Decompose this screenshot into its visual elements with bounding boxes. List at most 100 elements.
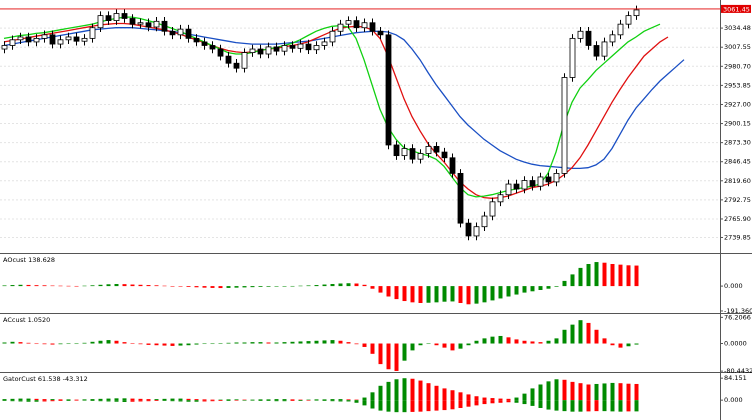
histogram-bar xyxy=(58,285,63,287)
histogram-bar xyxy=(610,264,615,287)
candle-body xyxy=(57,39,64,45)
gator-bar xyxy=(618,383,623,401)
histogram-bar xyxy=(170,343,175,346)
candle-body xyxy=(89,27,96,39)
histogram-bar xyxy=(474,340,479,344)
candle-body xyxy=(145,22,152,28)
histogram-bar xyxy=(562,280,567,287)
histogram-bar xyxy=(626,265,631,287)
gator-bar xyxy=(26,398,31,401)
gator-bar xyxy=(434,400,439,411)
histogram-bar xyxy=(82,342,87,344)
candle-body xyxy=(33,37,40,43)
candle-body xyxy=(361,22,368,29)
candle-body xyxy=(505,183,512,196)
histogram-bar xyxy=(282,286,287,287)
gator-bar xyxy=(602,383,607,401)
candle-body xyxy=(345,20,352,25)
candle-body xyxy=(561,77,568,174)
histogram-bar xyxy=(50,343,55,345)
gator-bar xyxy=(146,399,151,401)
candle-body xyxy=(609,34,616,43)
histogram-bar xyxy=(498,335,503,344)
y-tick-label: 2819.60 xyxy=(724,177,751,185)
y-tick-label: 2765.90 xyxy=(724,215,751,223)
gator-bar xyxy=(210,400,215,402)
histogram-bar xyxy=(242,342,247,344)
histogram-bar xyxy=(546,286,551,289)
candle-body xyxy=(577,30,584,39)
histogram-bar xyxy=(74,285,79,287)
gator-bar xyxy=(410,378,415,401)
gator-bar xyxy=(498,398,503,401)
candle-body xyxy=(601,41,608,57)
histogram-bar xyxy=(194,343,199,345)
gator-bar xyxy=(578,383,583,401)
histogram-bar xyxy=(322,340,327,344)
histogram-bar xyxy=(130,343,135,344)
gator-bar xyxy=(338,399,343,401)
candle-body xyxy=(161,20,168,32)
gator-bar xyxy=(2,400,7,401)
histogram-bar xyxy=(466,343,471,346)
candle-body xyxy=(9,39,16,46)
candle-body xyxy=(73,36,80,42)
histogram-bar xyxy=(298,341,303,344)
gator-bar xyxy=(586,384,591,401)
gator-bar xyxy=(506,398,511,401)
candle-body xyxy=(633,9,640,17)
gator-bar xyxy=(434,385,439,401)
candle-body xyxy=(497,194,504,203)
pane-title: GatorCust 61.538 -43.312 xyxy=(3,375,88,383)
histogram-bar xyxy=(362,343,367,347)
gator-bar xyxy=(538,400,543,408)
gator-bar xyxy=(194,400,199,402)
gator-bar xyxy=(74,400,79,401)
gator-bar xyxy=(10,400,15,402)
candle-body xyxy=(241,52,248,69)
gator-bar xyxy=(426,400,431,412)
histogram-bar xyxy=(314,285,319,287)
gator-bar xyxy=(338,400,343,402)
histogram-bar xyxy=(306,341,311,344)
histogram-bar xyxy=(442,286,447,302)
gator-bar xyxy=(314,400,319,401)
candle-body xyxy=(281,45,288,52)
gator-bar xyxy=(610,400,615,412)
candle-body xyxy=(177,28,184,36)
histogram-bar xyxy=(282,342,287,344)
histogram-bar xyxy=(58,343,63,345)
gator-bar xyxy=(218,400,223,401)
histogram-bar xyxy=(114,284,119,287)
gator-bar xyxy=(170,400,175,402)
gator-bar xyxy=(34,398,39,401)
gator-bar xyxy=(554,379,559,401)
candle-body xyxy=(265,46,272,55)
candle-body xyxy=(585,30,592,46)
gator-bar xyxy=(482,400,487,405)
histogram-bar xyxy=(570,324,575,344)
gator-bar xyxy=(122,400,127,402)
histogram-bar xyxy=(98,340,103,344)
histogram-bar xyxy=(594,329,599,344)
histogram-bar xyxy=(138,284,143,287)
histogram-bar xyxy=(554,286,559,287)
histogram-bar xyxy=(554,338,559,344)
histogram-bar xyxy=(186,286,191,287)
gator-bar xyxy=(138,400,143,402)
gator-bar xyxy=(522,400,527,405)
gator-bar xyxy=(490,398,495,401)
gator-bar xyxy=(42,400,47,402)
candle-body xyxy=(257,48,264,55)
histogram-bar xyxy=(530,341,535,344)
histogram-bar xyxy=(226,286,231,288)
candle-body xyxy=(617,23,624,36)
candle-body xyxy=(185,28,192,39)
histogram-bar xyxy=(506,337,511,344)
histogram-bar xyxy=(410,343,415,351)
gator-bar xyxy=(594,383,599,401)
gator-bar xyxy=(634,383,639,401)
gator-bar xyxy=(450,390,455,401)
